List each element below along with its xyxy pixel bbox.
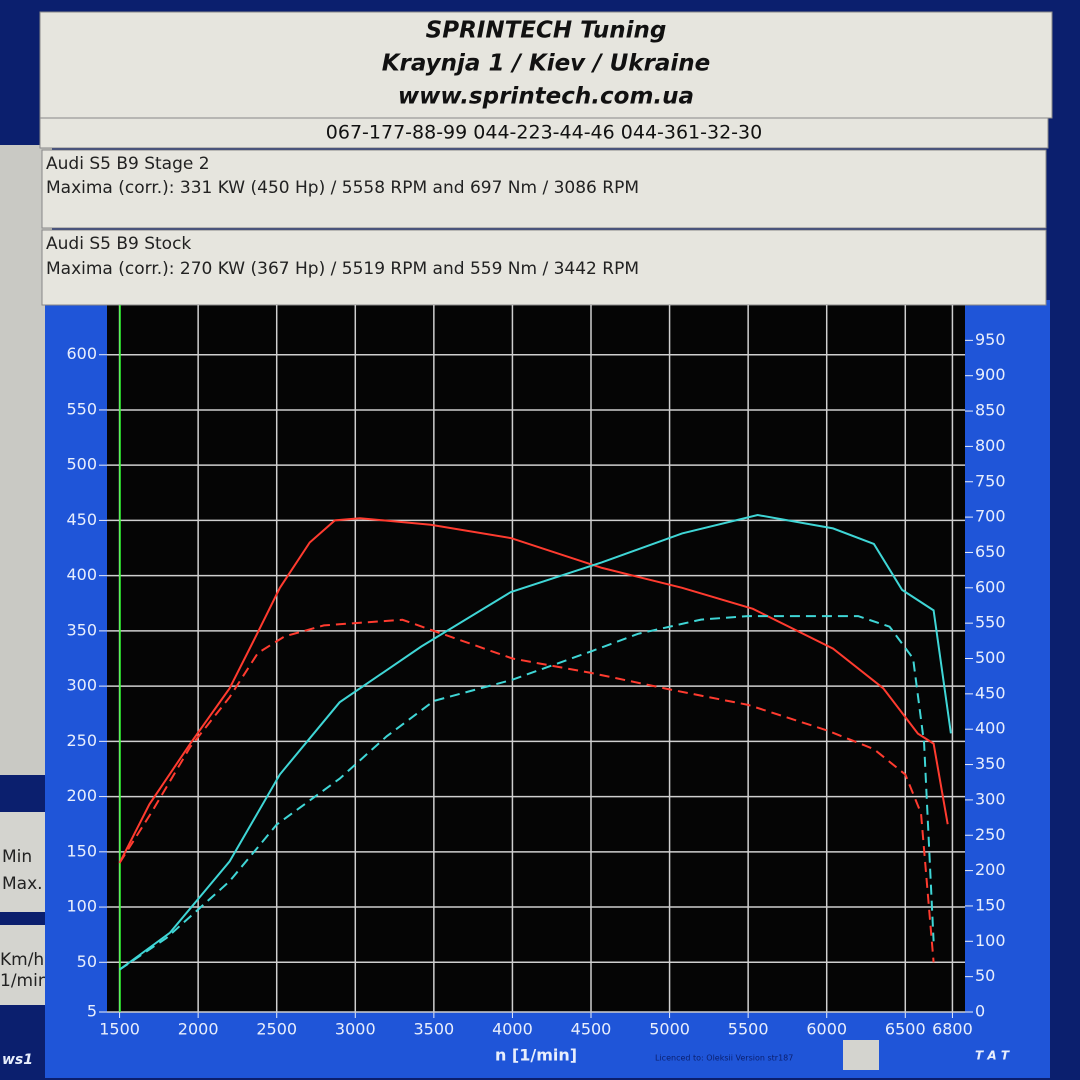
run-name: Audi S5 B9 Stage 2 [46,154,210,174]
y2-tick-label: 350 [975,754,1006,773]
y-tick-label: 250 [66,731,97,750]
title: SPRINTECH Tuning [426,18,667,44]
y2-tick-label: 150 [975,895,1006,914]
x-tick-label: 6800 [932,1020,973,1039]
side-label: 1/min] [0,971,55,991]
run-maxima: Maxima (corr.): 331 KW (450 Hp) / 5558 R… [46,178,639,198]
y-tick-label: 350 [66,620,97,639]
y-tick-label: 5 [87,1002,97,1021]
y2-tick-label: 950 [975,330,1006,349]
run-name: Audi S5 B9 Stock [46,234,191,254]
x-tick-label: 5500 [728,1020,769,1039]
x-tick-label: 4000 [492,1020,533,1039]
side-label: Km/h] [0,950,51,970]
x-tick-label: 1500 [99,1020,140,1039]
y-tick-label: 300 [66,676,97,695]
phone-panel [39,117,1049,149]
y2-tick-label: 850 [975,401,1006,420]
series-line [119,513,952,971]
y2-tick-label: 0 [975,1002,985,1021]
x-tick-label: 4500 [571,1020,612,1039]
x-tick-label: 3000 [335,1020,376,1039]
y-tick-label: 50 [77,952,97,971]
phones: 067-177-88-99 044-223-44-46 044-361-32-3… [326,122,762,144]
y-tick-label: 550 [66,399,97,418]
y2-tick-label: 50 [975,966,995,985]
y2-tick-label: 200 [975,860,1006,879]
series-line [118,618,935,963]
y2-tick-label: 550 [975,613,1006,632]
y2-tick-label: 300 [975,789,1006,808]
website: www.sprintech.com.ua [398,84,694,110]
y2-tick-label: 600 [975,577,1006,596]
header-panel [39,11,1053,119]
y2-tick-label: 450 [975,683,1006,702]
y2-tick-label: 900 [975,365,1006,384]
side-label: ws1 [2,1052,33,1068]
x-tick-label: 6500 [885,1020,926,1039]
x-tick-label: 2500 [256,1020,297,1039]
y2-tick-label: 400 [975,719,1006,738]
y2-tick-label: 100 [975,931,1006,950]
y-tick-label: 500 [66,455,97,474]
y-tick-label: 400 [66,565,97,584]
y-tick-label: 200 [66,786,97,805]
y2-tick-label: 500 [975,648,1006,667]
y-tick-label: 100 [66,897,97,916]
x-tick-label: 6000 [806,1020,847,1039]
x-tick-label: 2000 [178,1020,219,1039]
y-tick-label: 450 [66,510,97,529]
y2-tick-label: 750 [975,471,1006,490]
side-label: Max. [2,874,43,894]
y-tick-label: 150 [66,841,97,860]
x-tick-label: 3500 [413,1020,454,1039]
button[interactable] [843,1040,879,1070]
y-tick-label: 600 [66,344,97,363]
y2-tick-label: 250 [975,825,1006,844]
y2-tick-label: 650 [975,542,1006,561]
run-panel [41,229,1047,306]
series-line [118,517,949,864]
x-tick-label: 5000 [649,1020,690,1039]
x-axis-label: n [1/min] [495,1046,577,1065]
y2-tick-label: 800 [975,436,1006,455]
address: Kraynja 1 / Kiev / Ukraine [382,51,711,77]
run-panel [41,149,1047,229]
plot-area [107,305,965,1012]
side-label: Min [2,847,32,867]
license: Licenced to: Oleksii Version str187 [655,1054,793,1063]
run-maxima: Maxima (corr.): 270 KW (367 Hp) / 5519 R… [46,259,639,279]
brand: T A T [975,1049,1010,1063]
y2-tick-label: 700 [975,507,1006,526]
